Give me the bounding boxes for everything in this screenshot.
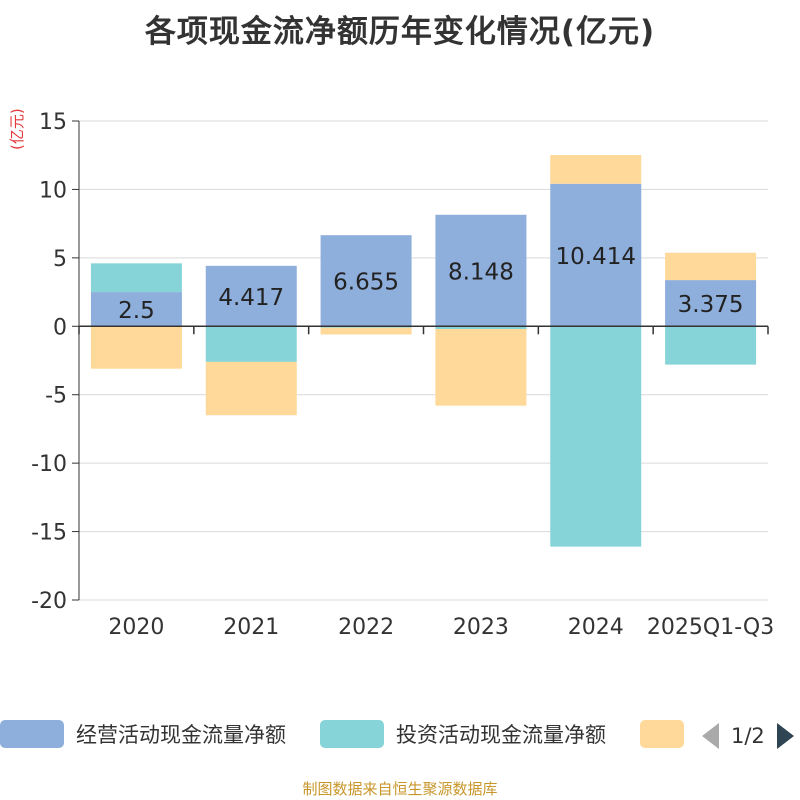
bar-0-2024 xyxy=(550,183,642,327)
bar-1-2021 xyxy=(205,326,297,362)
bar-2-2025Q1-Q3 xyxy=(665,252,757,281)
legend-label-investing: 投资活动现金流量净额 xyxy=(396,723,606,747)
legend-item-financing[interactable] xyxy=(640,718,684,750)
bar-1-2024 xyxy=(550,326,642,547)
legend: 经营活动现金流量净额 投资活动现金流量净额 1/2 xyxy=(0,716,800,756)
legend-swatch-operating xyxy=(0,720,64,748)
chart-title: 各项现金流净额历年变化情况(亿元) xyxy=(144,14,656,50)
y-tick-label: -20 xyxy=(31,589,67,614)
bar-1-2020 xyxy=(90,263,182,293)
legend-prev-icon[interactable] xyxy=(702,723,719,749)
x-category-label: 2021 xyxy=(223,615,279,640)
legend-swatch-investing xyxy=(320,720,384,748)
x-category-label: 2024 xyxy=(568,615,624,640)
y-tick-label: -5 xyxy=(45,384,67,409)
legend-page-indicator: 1/2 xyxy=(731,724,765,748)
y-tick-label: 0 xyxy=(53,315,67,340)
y-tick-label: 5 xyxy=(53,247,67,272)
bar-0-2020 xyxy=(90,292,182,327)
bar-2-2020 xyxy=(90,326,182,369)
y-tick-label: 15 xyxy=(39,110,67,135)
bar-2-2021 xyxy=(205,361,297,416)
bar-2-2023 xyxy=(435,329,527,406)
x-category-label: 2022 xyxy=(338,615,394,640)
data-label: 8.148 xyxy=(448,260,514,286)
bar-0-2021 xyxy=(205,265,297,327)
legend-swatch-financing xyxy=(640,720,684,748)
bar-2-2022 xyxy=(320,327,412,335)
data-source-note: 制图数据来自恒生聚源数据库 xyxy=(302,780,498,798)
y-tick-label: 10 xyxy=(39,178,67,203)
data-label: 10.414 xyxy=(556,244,636,270)
bar-0-2023 xyxy=(435,214,527,327)
bar-0-2025Q1-Q3 xyxy=(665,280,757,327)
legend-label-operating: 经营活动现金流量净额 xyxy=(76,723,286,747)
x-category-label: 2023 xyxy=(453,615,509,640)
data-label: 2.5 xyxy=(118,298,155,324)
y-tick-label: -10 xyxy=(31,452,67,477)
legend-item-operating[interactable]: 经营活动现金流量净额 xyxy=(0,718,286,750)
legend-pager: 1/2 xyxy=(702,720,794,752)
bar-0-2022 xyxy=(320,235,412,327)
bar-1-2023 xyxy=(435,326,527,330)
bar-1-2025Q1-Q3 xyxy=(665,326,757,365)
legend-item-investing[interactable]: 投资活动现金流量净额 xyxy=(320,718,606,750)
y-tick-label: -15 xyxy=(31,521,67,546)
data-label: 6.655 xyxy=(333,270,399,296)
x-category-label: 2020 xyxy=(108,615,164,640)
bar-2-2024 xyxy=(550,155,642,184)
legend-next-icon[interactable] xyxy=(776,723,794,749)
x-category-label: 2025Q1-Q3 xyxy=(647,615,774,640)
data-label: 3.375 xyxy=(678,292,744,318)
bar-chart: 15 10 5 0 -5 -10 -15 -20 2.5 4.417 6.655 8.148 10.41… xyxy=(31,110,774,640)
data-label: 4.417 xyxy=(218,285,284,311)
